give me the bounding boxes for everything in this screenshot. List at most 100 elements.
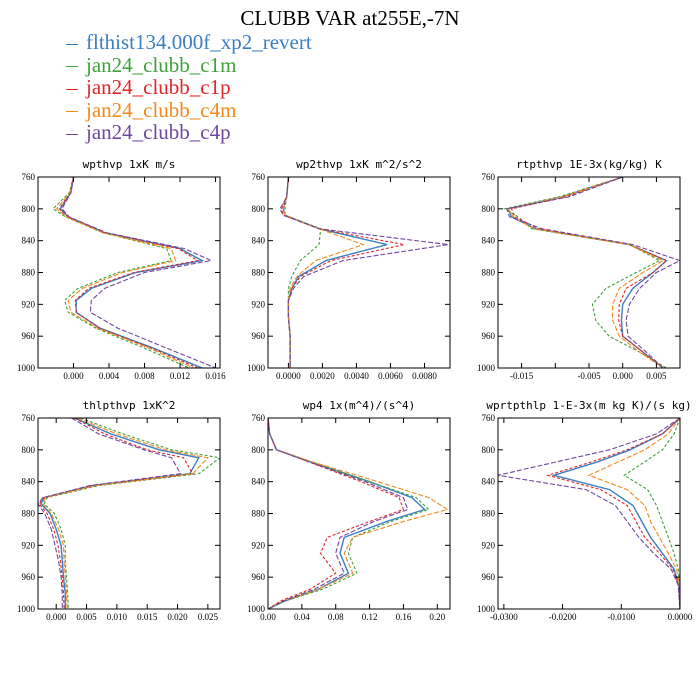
x-tick-label: 0.16: [396, 612, 412, 622]
y-tick-label: 880: [252, 268, 266, 278]
x-tick-label: 0.0040: [344, 371, 369, 381]
legend-entry-4: jan24_clubb_c4p: [66, 121, 312, 144]
y-tick-label: 960: [482, 331, 496, 341]
legend-swatch: [66, 133, 78, 135]
series-line-2: [38, 418, 194, 609]
y-tick-label: 1000: [477, 363, 496, 373]
y-tick-label: 880: [482, 268, 496, 278]
legend: flthist134.000f_xp2_revert jan24_clubb_c…: [66, 31, 312, 144]
series-line-2: [510, 177, 668, 368]
y-tick-label: 760: [482, 172, 496, 182]
y-tick-label: 800: [22, 204, 36, 214]
x-tick-label: 0.015: [137, 612, 158, 622]
x-tick-label: 0.025: [198, 612, 219, 622]
y-tick-label: 1000: [247, 363, 266, 373]
legend-label: jan24_clubb_c1m: [86, 52, 237, 77]
legend-label: jan24_clubb_c4p: [86, 120, 231, 144]
y-tick-label: 880: [482, 509, 496, 519]
x-tick-label: 0.016: [205, 371, 226, 381]
y-tick-label: 960: [252, 572, 266, 582]
x-tick-label: -0.0200: [549, 612, 577, 622]
y-tick-label: 760: [482, 413, 496, 423]
series-line-0: [59, 177, 205, 368]
x-tick-label: 0.000: [613, 371, 634, 381]
panel-title: wpthvp 1xK m/s: [83, 158, 176, 171]
panel-title: thlpthvp 1xK^2: [83, 399, 176, 412]
x-tick-label: 0.0060: [378, 371, 403, 381]
y-tick-label: 800: [482, 204, 496, 214]
y-tick-label: 920: [22, 299, 36, 309]
x-tick-label: 0.020: [167, 612, 188, 622]
series-line-2: [545, 418, 680, 609]
legend-entry-1: jan24_clubb_c1m: [66, 52, 312, 77]
x-tick-label: 0.012: [170, 371, 190, 381]
y-tick-label: 880: [22, 509, 36, 519]
x-tick-label: 0.04: [294, 612, 310, 622]
x-tick-label: 0.20: [429, 612, 445, 622]
y-tick-label: 1000: [477, 604, 496, 614]
y-tick-label: 1000: [17, 604, 36, 614]
x-tick-label: 0.005: [646, 371, 667, 381]
y-tick-label: 760: [22, 172, 36, 182]
x-tick-label: 0.0000: [276, 371, 301, 381]
panel-title: rtpthvp 1E-3x(kg/kg) K: [516, 158, 662, 171]
y-tick-label: 920: [482, 299, 496, 309]
y-tick-label: 760: [252, 413, 266, 423]
plot-frame: [267, 176, 451, 369]
legend-entry-0: flthist134.000f_xp2_revert: [66, 31, 312, 54]
y-tick-label: 880: [22, 268, 36, 278]
legend-label: jan24_clubb_c1p: [86, 75, 231, 99]
legend-swatch: [66, 111, 78, 113]
y-tick-label: 960: [252, 331, 266, 341]
x-tick-label: -0.005: [577, 371, 601, 381]
y-tick-label: 760: [22, 413, 36, 423]
series-line-4: [498, 418, 680, 609]
series-line-1: [623, 418, 680, 609]
series-line-4: [38, 418, 182, 609]
legend-entry-3: jan24_clubb_c4m: [66, 97, 312, 122]
y-tick-label: 800: [22, 445, 36, 455]
series-line-4: [279, 177, 449, 368]
series-line-0: [40, 418, 200, 609]
plot-frame: [497, 417, 681, 610]
series-line-2: [58, 177, 200, 368]
y-tick-label: 920: [252, 299, 266, 309]
plot-frame: [37, 417, 221, 610]
x-tick-label: 0.004: [99, 371, 120, 381]
x-tick-label: 0.000: [63, 371, 84, 381]
series-line-3: [282, 177, 365, 368]
legend-swatch: [66, 88, 78, 90]
y-tick-label: 800: [482, 445, 496, 455]
x-tick-label: 0.0020: [310, 371, 335, 381]
x-tick-label: 0.0000: [668, 612, 693, 622]
series-line-4: [268, 418, 409, 609]
y-tick-label: 920: [482, 540, 496, 550]
x-tick-label: 0.008: [134, 371, 155, 381]
y-tick-label: 960: [22, 572, 36, 582]
y-tick-label: 920: [22, 540, 36, 550]
series-line-0: [551, 418, 680, 609]
x-tick-label: 0.0080: [412, 371, 437, 381]
series-line-1: [43, 418, 220, 609]
x-tick-label: -0.015: [510, 371, 534, 381]
x-tick-label: 0.010: [107, 612, 128, 622]
series-line-1: [52, 177, 190, 368]
y-tick-label: 840: [252, 477, 266, 487]
panel-title: wp2thvp 1xK m^2/s^2: [296, 158, 422, 171]
series-line-4: [506, 177, 680, 368]
series-line-3: [268, 418, 449, 609]
x-tick-label: -0.0300: [490, 612, 518, 622]
y-tick-label: 840: [482, 236, 496, 246]
legend-label: flthist134.000f_xp2_revert: [86, 30, 312, 54]
legend-label: jan24_clubb_c4m: [86, 97, 237, 122]
series-line-1: [503, 177, 667, 368]
series-line-2: [268, 418, 405, 609]
y-tick-label: 800: [252, 204, 266, 214]
plot-frame: [267, 417, 451, 610]
series-line-4: [61, 177, 216, 368]
y-tick-label: 840: [482, 477, 496, 487]
panel-title: wp4 1x(m^4)/(s^4): [303, 399, 416, 412]
series-line-3: [507, 177, 665, 368]
y-tick-label: 800: [252, 445, 266, 455]
y-tick-label: 760: [252, 172, 266, 182]
